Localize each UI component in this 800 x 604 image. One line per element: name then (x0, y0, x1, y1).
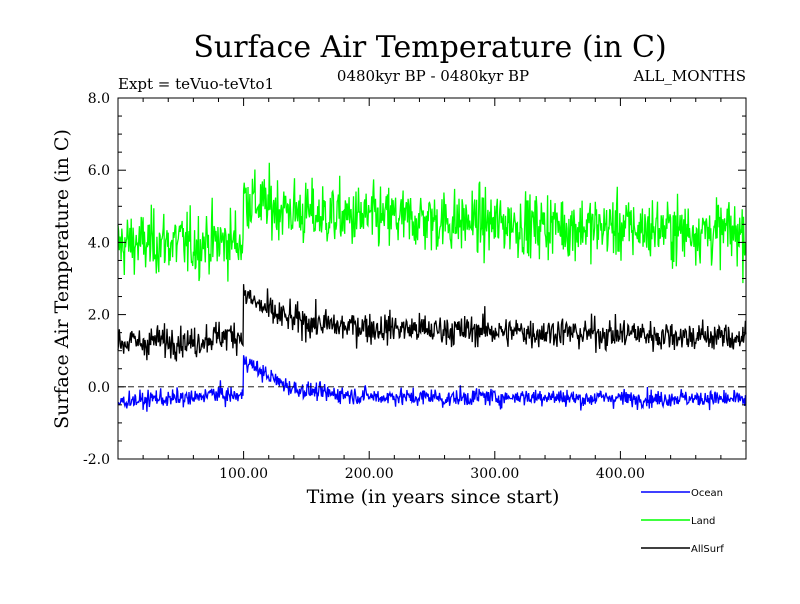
legend-label-allsurf: AllSurf (691, 544, 724, 555)
y-tick-label: 4.0 (88, 235, 110, 251)
chart-subtitle-period: 0480kyr BP - 0480kyr BP (337, 67, 529, 85)
series-line-ocean (117, 355, 747, 412)
axes-layer: 100.00 200.00 300.00 400.00 -2.0 0.0 2.0 4.0 6.0… (83, 91, 747, 482)
chart-subtitle-experiment: Expt = teVuo-teVto1 (118, 75, 274, 93)
y-tick-label: 0.0 (88, 380, 110, 396)
y-tick-label: 6.0 (88, 163, 110, 179)
y-tick-label: 8.0 (88, 91, 110, 107)
series-layer (117, 162, 747, 412)
y-tick-label: 2.0 (88, 308, 110, 324)
x-tick-label: 100.00 (219, 466, 268, 482)
x-axis-label: Time (in years since start) (307, 486, 560, 508)
legend: Ocean Land AllSurf (641, 488, 724, 555)
legend-label-land: Land (691, 516, 715, 527)
x-tick-label: 300.00 (470, 466, 519, 482)
x-tick-label: 200.00 (345, 466, 394, 482)
x-tick-label: 400.00 (596, 466, 645, 482)
series-line-land (117, 162, 747, 284)
series-line-allsurf (117, 284, 747, 362)
legend-label-ocean: Ocean (691, 488, 723, 499)
y-axis-label: Surface Air Temperature (in C) (51, 129, 73, 429)
chart-subtitle-months: ALL_MONTHS (633, 67, 746, 85)
y-tick-label: -2.0 (83, 452, 110, 468)
chart-title: Surface Air Temperature (in C) (193, 30, 666, 65)
